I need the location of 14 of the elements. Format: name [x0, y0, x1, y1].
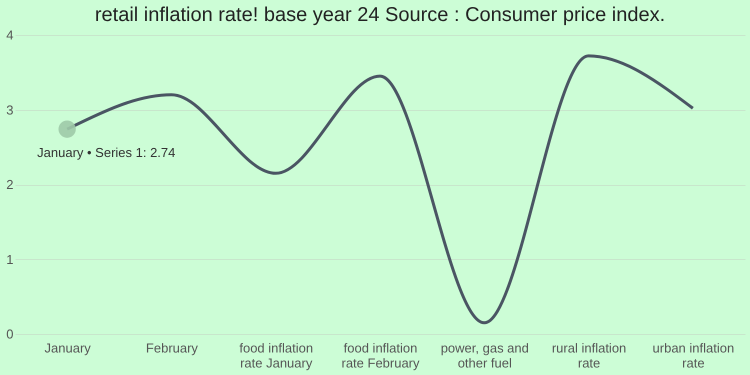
x-tick-label: food inflation rate January — [239, 340, 314, 370]
chart-title: retail inflation rate! base year 24 Source : Consumer price index. — [94, 4, 666, 26]
x-tick-label: power, gas and other fuel — [440, 340, 529, 370]
y-tick-label: 0 — [6, 326, 14, 342]
y-tick-label: 1 — [6, 252, 14, 267]
y-tick-label: 4 — [6, 28, 14, 42]
y-tick-label: 3 — [6, 102, 14, 118]
x-tick-label: rural inflation rate — [552, 340, 626, 370]
x-tick-label: February — [146, 340, 198, 356]
y-tick-label: 2 — [6, 177, 14, 192]
annotation: January • Series 1: 2.74 — [37, 145, 176, 160]
x-tick-label: food inflation rate February — [341, 340, 420, 370]
x-tick-label: urban inflation rate — [652, 340, 734, 370]
x-tick-label: January — [44, 340, 92, 356]
